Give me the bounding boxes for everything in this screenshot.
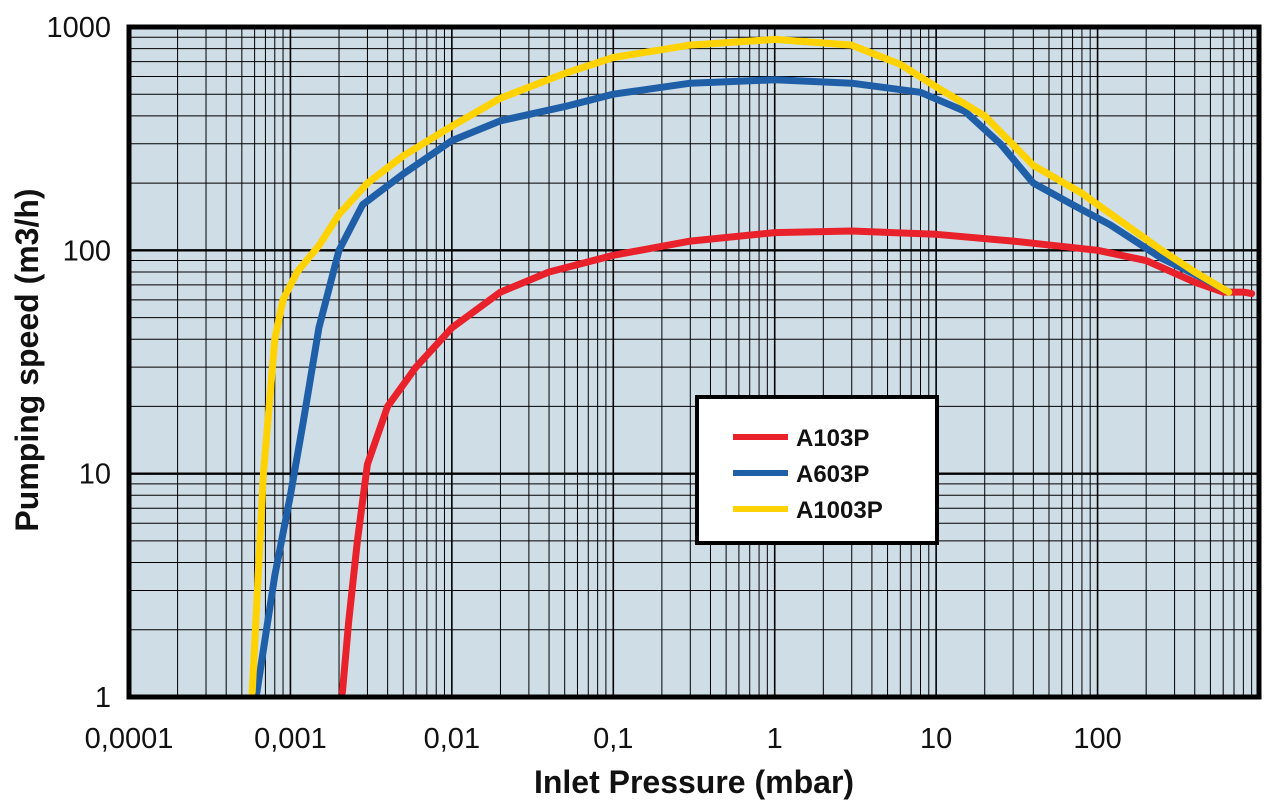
legend-label: A1003P	[796, 497, 883, 524]
y-tick-label: 1	[95, 682, 111, 714]
x-tick-labels: 0,0001 0,001 0,01 0,1 1 10 100	[85, 723, 1122, 755]
x-tick-label: 10	[920, 723, 952, 755]
x-tick-label: 1	[767, 723, 783, 755]
series-line-a103p	[338, 227, 1256, 696]
x-tick-label: 0,01	[424, 723, 480, 755]
y-axis-title: Pumping speed (m3/h)	[9, 188, 45, 531]
x-tick-label: 100	[1073, 723, 1121, 755]
y-tick-label: 100	[63, 235, 111, 267]
plot-background	[129, 27, 1259, 697]
major-grid	[129, 27, 1259, 697]
y-tick-label: 10	[79, 459, 111, 491]
series-line-a1003p	[248, 35, 1233, 696]
plot-frame	[126, 24, 1262, 700]
series-line-a603p	[253, 76, 1233, 696]
x-tick-label: 0,001	[254, 723, 327, 755]
x-axis-title: Inlet Pressure (mbar)	[534, 764, 854, 800]
legend-label: A603P	[796, 461, 869, 488]
legend: A103P A603P A1003P	[695, 395, 939, 545]
y-tick-labels: 1 10 100 1000	[46, 12, 111, 714]
y-tick-label: 1000	[46, 12, 111, 44]
x-tick-label: 0,0001	[85, 723, 174, 755]
series-lines	[248, 35, 1256, 696]
legend-label: A103P	[796, 425, 869, 452]
x-tick-label: 0,1	[593, 723, 633, 755]
